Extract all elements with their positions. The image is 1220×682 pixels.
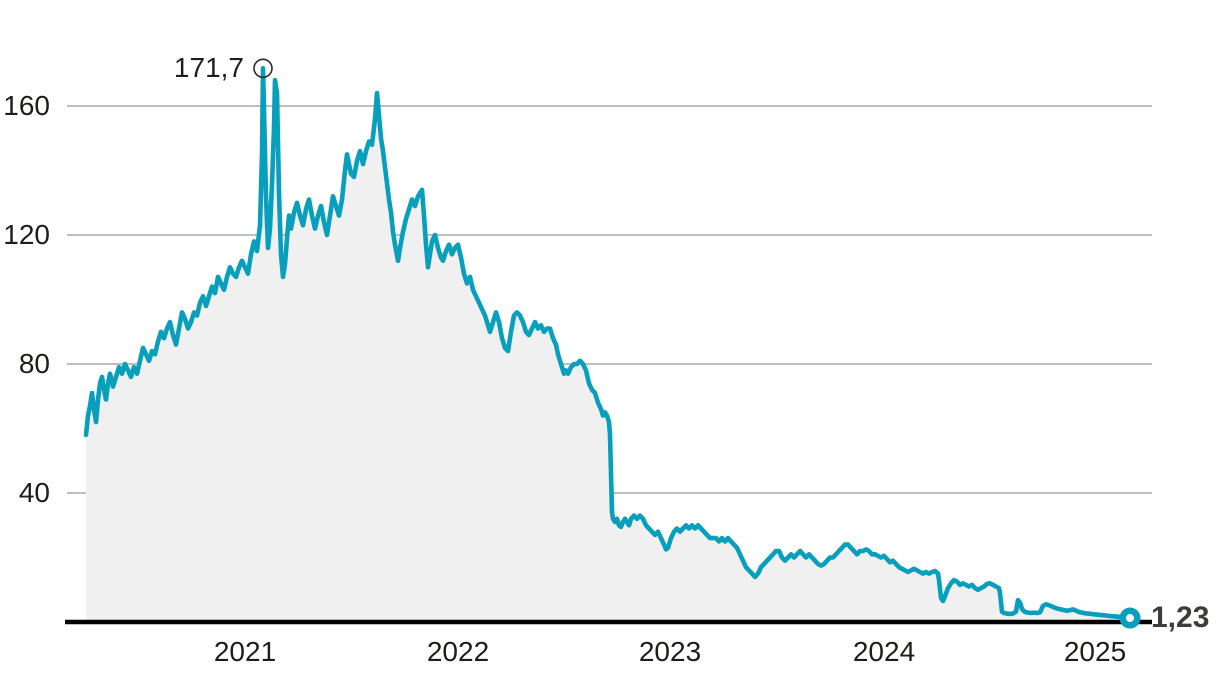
peak-marker-circle (253, 58, 273, 79)
x-axis-year-label: 2021 (213, 636, 277, 667)
price-line (83, 66, 1133, 621)
y-axis-tick-label: 120 (3, 219, 50, 250)
last-value-label: 1,23 (1151, 601, 1210, 635)
price-area-fill (86, 68, 1130, 622)
end-marker-dot (1119, 607, 1141, 629)
peak-value-label: 171,7 (173, 52, 244, 84)
x-axis-year-label: 2025 (1063, 636, 1127, 667)
y-axis-tick-label: 40 (18, 477, 50, 508)
x-axis-year-label: 2022 (426, 636, 490, 667)
end-marker-hole (1126, 614, 1134, 623)
x-axis-year-label: 2023 (638, 636, 702, 667)
y-axis-tick-label: 80 (18, 348, 50, 379)
y-axis-tick-label: 160 (3, 90, 50, 121)
x-axis-year-label: 2024 (852, 636, 916, 667)
